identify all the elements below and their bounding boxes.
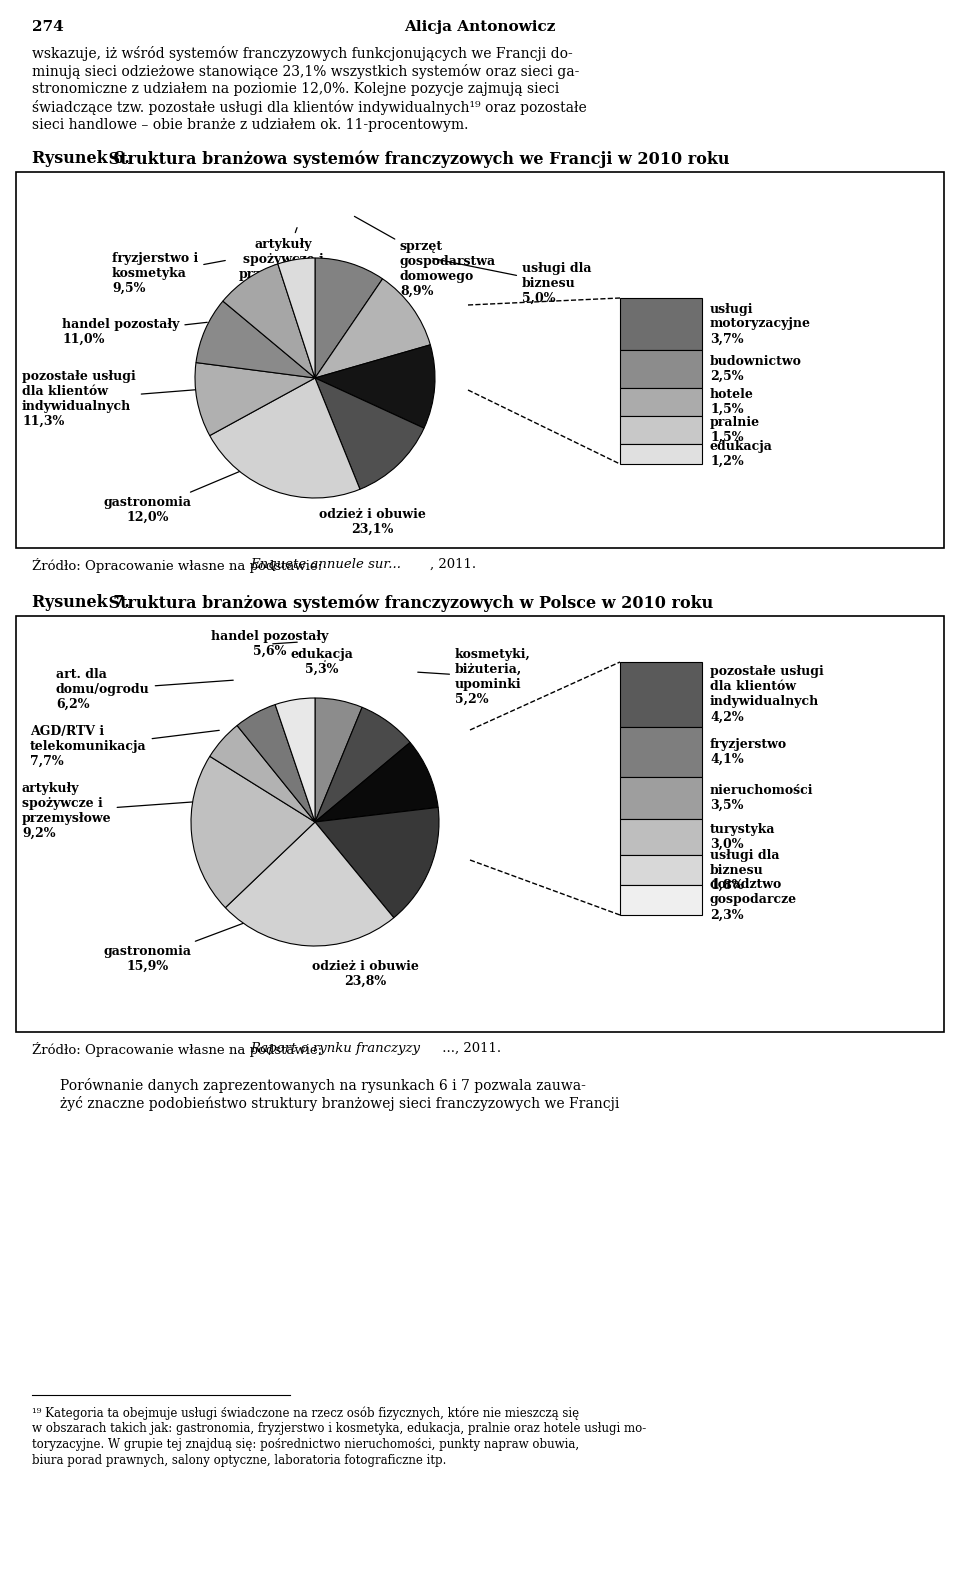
Bar [620, 854, 702, 884]
Text: Źródło: Opracowanie własne na podstawie:: Źródło: Opracowanie własne na podstawie: [32, 557, 326, 573]
Text: pozostałe usługi
dla klientów
indywidualnych
11,3%: pozostałe usługi dla klientów indywidual… [22, 369, 215, 428]
Bar [620, 820, 702, 854]
Wedge shape [277, 257, 315, 377]
Text: nieruchomości
3,5%: nieruchomości 3,5% [710, 785, 813, 812]
Text: odzież i obuwie
23,8%: odzież i obuwie 23,8% [312, 960, 419, 988]
Wedge shape [209, 377, 360, 497]
Text: usługi dla
biznesu
1,8%: usługi dla biznesu 1,8% [710, 848, 780, 892]
Text: żyć znaczne podobieństwo struktury branżowej sieci franczyzowych we Francji: żyć znaczne podobieństwo struktury branż… [60, 1096, 619, 1112]
Text: odzież i obuwie
23,1%: odzież i obuwie 23,1% [319, 508, 425, 535]
Text: artykuły
spożywcze i
przemysłowe
9,0%: artykuły spożywcze i przemysłowe 9,0% [238, 227, 327, 295]
Text: sieci handlowe – obie branże z udziałem ok. 11-procentowym.: sieci handlowe – obie branże z udziałem … [32, 118, 468, 133]
Text: pozostałe usługi
dla klientów
indywidualnych
4,2%: pozostałe usługi dla klientów indywidual… [710, 665, 824, 723]
Text: edukacja
1,2%: edukacja 1,2% [710, 441, 773, 467]
Text: usługi dla
biznesu
5,0%: usługi dla biznesu 5,0% [433, 259, 591, 305]
Text: art. dla
domu/ogrodu
6,2%: art. dla domu/ogrodu 6,2% [56, 668, 233, 711]
Bar [620, 884, 702, 914]
Text: pozostałe
10%: pozostałe 10% [325, 420, 391, 448]
Bar [620, 415, 702, 444]
Text: Źródło: Opracowanie własne na podstawie:: Źródło: Opracowanie własne na podstawie: [32, 1042, 326, 1056]
Text: , 2011.: , 2011. [430, 557, 476, 572]
Bar [620, 298, 702, 351]
Text: pralnie
1,5%: pralnie 1,5% [710, 415, 760, 444]
Text: hotele
1,5%: hotele 1,5% [710, 388, 754, 415]
Text: ¹⁹ Kategoria ta obejmuje usługi świadczone na rzecz osób fizycznych, które nie m: ¹⁹ Kategoria ta obejmuje usługi świadczo… [32, 1405, 579, 1420]
Text: handel pozostały
5,6%: handel pozostały 5,6% [211, 630, 328, 658]
Wedge shape [315, 707, 410, 823]
Text: gastronomia
12,0%: gastronomia 12,0% [104, 466, 252, 524]
Text: Rysunek 7.: Rysunek 7. [32, 594, 130, 611]
Text: biura porad prawnych, salony optyczne, laboratoria fotograficzne itp.: biura porad prawnych, salony optyczne, l… [32, 1454, 446, 1467]
Bar [620, 351, 702, 388]
Bar [620, 662, 702, 726]
Text: artykuły
spożywcze i
przemysłowe
9,2%: artykuły spożywcze i przemysłowe 9,2% [22, 782, 217, 840]
Text: pozostałe
21%: pozostałe 21% [327, 872, 393, 900]
Bar [16, 172, 944, 548]
Wedge shape [226, 823, 394, 946]
Wedge shape [191, 756, 315, 908]
Text: toryzacyjne. W grupie tej znajduą się: pośrednictwo nieruchomości, punkty napraw: toryzacyjne. W grupie tej znajduą się: p… [32, 1438, 579, 1451]
Text: Enquete annuele sur...: Enquete annuele sur... [250, 557, 401, 572]
Text: w obszarach takich jak: gastronomia, fryzjerstwo i kosmetyka, edukacja, pralnie : w obszarach takich jak: gastronomia, fry… [32, 1423, 646, 1435]
Bar [620, 388, 702, 415]
Wedge shape [315, 279, 430, 377]
Wedge shape [210, 725, 315, 823]
Wedge shape [315, 344, 435, 428]
Text: doradztwo
gospodarcze
2,3%: doradztwo gospodarcze 2,3% [710, 878, 797, 922]
Text: Raport o rynku franczyzy: Raport o rynku franczyzy [250, 1042, 420, 1055]
Text: świadczące tzw. pozostałe usługi dla klientów indywidualnych¹⁹ oraz pozostałe: świadczące tzw. pozostałe usługi dla kli… [32, 99, 587, 115]
Wedge shape [315, 698, 362, 823]
Wedge shape [315, 742, 438, 823]
Wedge shape [223, 264, 315, 377]
Text: minują sieci odzieżowe stanowiące 23,1% wszystkich systemów oraz sieci ga-: minują sieci odzieżowe stanowiące 23,1% … [32, 65, 580, 79]
Wedge shape [196, 302, 315, 377]
Wedge shape [315, 257, 383, 377]
Wedge shape [237, 704, 315, 823]
Text: Struktura branżowa systemów franczyzowych we Francji w 2010 roku: Struktura branżowa systemów franczyzowyc… [103, 150, 730, 167]
Text: Rysunek 6.: Rysunek 6. [32, 150, 130, 167]
Bar [620, 726, 702, 777]
Text: turystyka
3,0%: turystyka 3,0% [710, 823, 776, 851]
Text: Alicja Antonowicz: Alicja Antonowicz [404, 21, 556, 35]
Wedge shape [315, 807, 439, 917]
Bar [16, 616, 944, 1033]
Wedge shape [315, 377, 424, 489]
Text: AGD/RTV i
telekomunikacja
7,7%: AGD/RTV i telekomunikacja 7,7% [30, 725, 219, 767]
Text: Porównanie danych zaprezentowanych na rysunkach 6 i 7 pozwala zauwa-: Porównanie danych zaprezentowanych na ry… [60, 1078, 586, 1093]
Wedge shape [276, 698, 315, 823]
Text: usługi
motoryzacyjne
3,7%: usługi motoryzacyjne 3,7% [710, 303, 811, 346]
Text: 274: 274 [32, 21, 63, 35]
Text: ..., 2011.: ..., 2011. [438, 1042, 501, 1055]
Text: gastronomia
15,9%: gastronomia 15,9% [104, 921, 250, 973]
Text: handel pozostały
11,0%: handel pozostały 11,0% [62, 317, 207, 346]
Text: budownictwo
2,5%: budownictwo 2,5% [710, 355, 802, 384]
Text: sprzęt
gospodarstwa
domowego
8,9%: sprzęt gospodarstwa domowego 8,9% [354, 216, 496, 298]
Text: fryzjerstwo i
kosmetyka
9,5%: fryzjerstwo i kosmetyka 9,5% [112, 253, 226, 295]
Bar [620, 444, 702, 464]
Text: wskazuje, iż wśród systemów franczyzowych funkcjonujących we Francji do-: wskazuje, iż wśród systemów franczyzowyc… [32, 46, 573, 62]
Text: fryzjerstwo
4,1%: fryzjerstwo 4,1% [710, 737, 787, 766]
Bar [620, 777, 702, 820]
Wedge shape [195, 363, 315, 436]
Text: kosmetyki,
biżuteria,
upominki
5,2%: kosmetyki, biżuteria, upominki 5,2% [418, 647, 531, 706]
Text: Struktura branżowa systemów franczyzowych w Polsce w 2010 roku: Struktura branżowa systemów franczyzowyc… [103, 594, 713, 611]
Text: edukacja
5,3%: edukacja 5,3% [291, 647, 353, 676]
Text: stronomiczne z udziałem na poziomie 12,0%. Kolejne pozycje zajmują sieci: stronomiczne z udziałem na poziomie 12,0… [32, 82, 560, 96]
